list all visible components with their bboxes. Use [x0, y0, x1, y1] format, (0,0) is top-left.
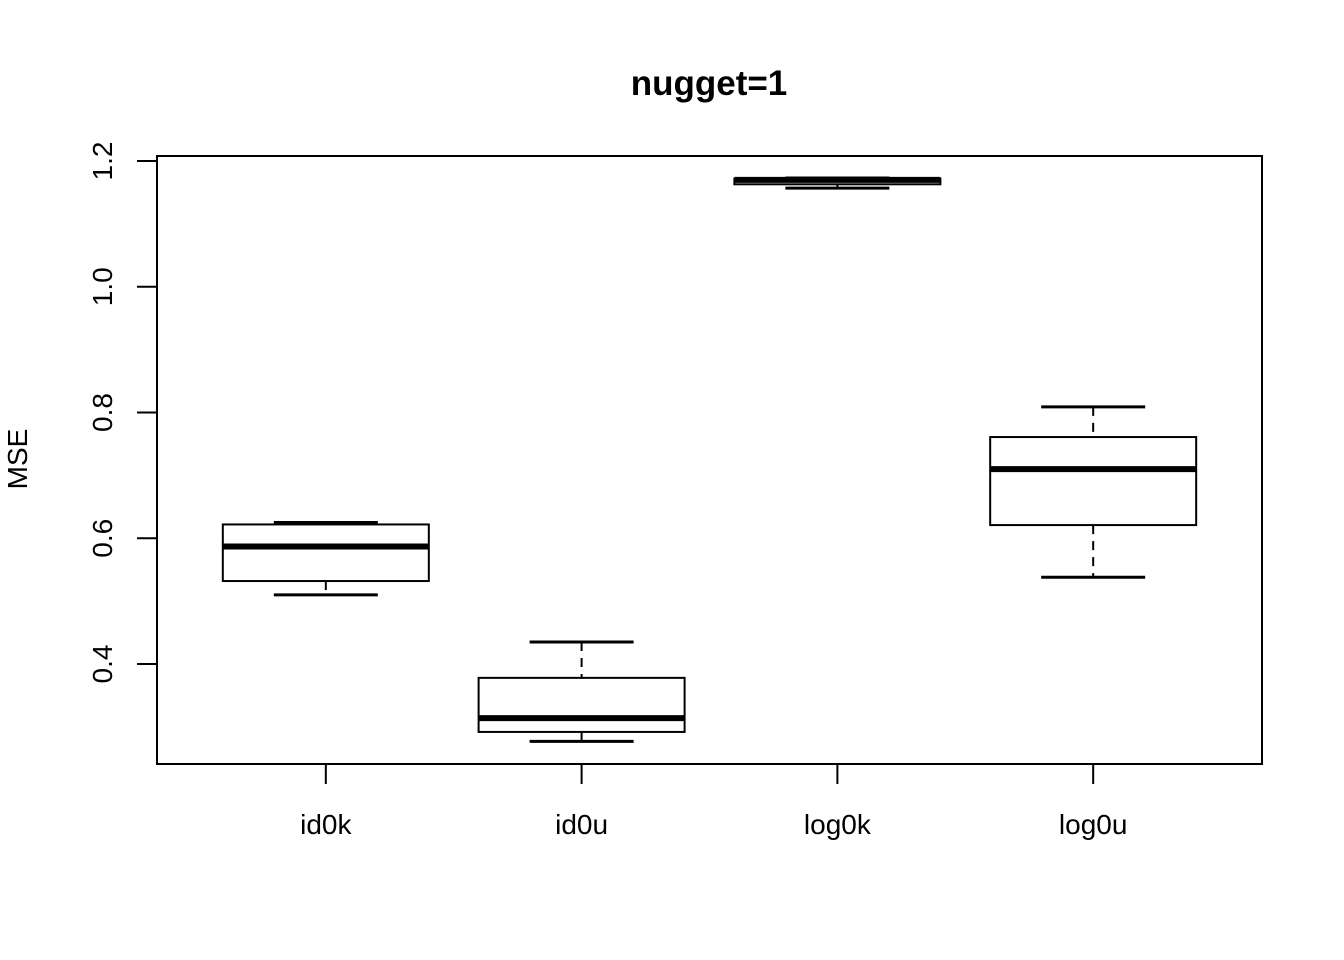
y-axis-label: MSE: [2, 429, 33, 490]
iqr-box: [221, 523, 430, 583]
boxplot-group-id0u: [477, 640, 686, 743]
x-tick-label: id0k: [300, 809, 352, 840]
y-tick-label: 0.8: [87, 393, 118, 432]
iqr-box: [989, 436, 1198, 527]
boxplot-groups: [221, 176, 1198, 743]
boxplot-group-log0k: [733, 176, 942, 190]
y-tick-label: 1.0: [87, 267, 118, 306]
y-tick-label: 0.6: [87, 519, 118, 558]
y-tick-label: 1.2: [87, 142, 118, 181]
y-axis: 0.4 0.6 0.8 1.0 1.2: [87, 142, 157, 684]
y-tick-label: 0.4: [87, 645, 118, 684]
x-tick-label: log0k: [804, 809, 872, 840]
x-axis: id0k id0u log0k log0u: [300, 764, 1127, 840]
chart-title: nugget=1: [631, 64, 788, 103]
iqr-box: [477, 676, 686, 733]
boxplot-group-log0u: [989, 405, 1198, 579]
plot-frame: [156, 155, 1263, 765]
x-tick-label: id0u: [555, 809, 608, 840]
x-tick-label: log0u: [1059, 809, 1128, 840]
boxplot-group-id0k: [221, 521, 430, 597]
